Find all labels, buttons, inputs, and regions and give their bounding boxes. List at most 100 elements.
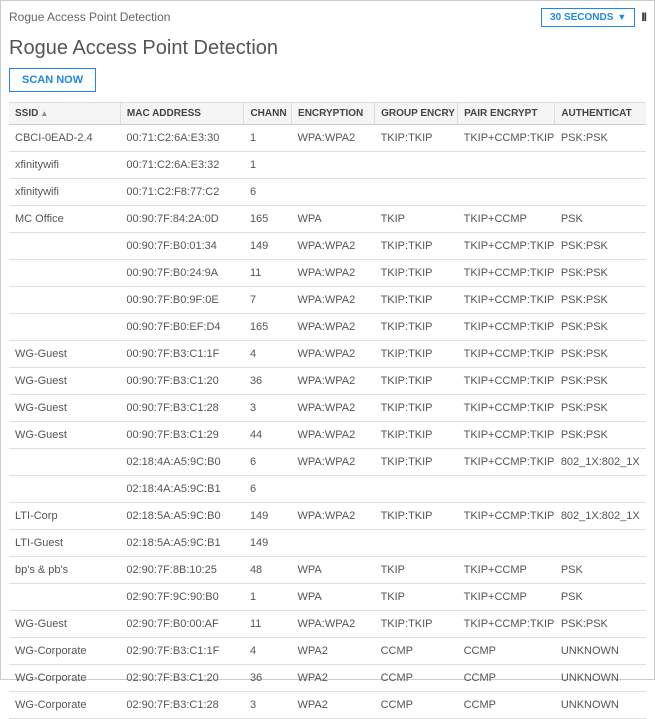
table-row[interactable]: bp's & pb's02:90:7F:8B:10:2548WPATKIPTKI… [9,557,646,584]
cell-chan: 48 [244,557,292,584]
cell-pair: CCMP [458,692,555,719]
cell-chan: 1 [244,152,292,179]
cell-grp [375,152,458,179]
cell-chan: 11 [244,260,292,287]
table-row[interactable]: WG-Guest00:90:7F:B3:C1:2944WPA:WPA2TKIP:… [9,422,646,449]
cell-enc: WPA:WPA2 [292,287,375,314]
cell-grp: CCMP [375,665,458,692]
cell-pair [458,179,555,206]
table-row[interactable]: xfinitywifi00:71:C2:F8:77:C26 [9,179,646,206]
table-row[interactable]: WG-Guest00:90:7F:B3:C1:283WPA:WPA2TKIP:T… [9,395,646,422]
cell-grp: TKIP:TKIP [375,449,458,476]
cell-pair: TKIP+CCMP:TKIP [458,422,555,449]
col-header-enc[interactable]: ENCRYPTION [292,103,375,125]
table-row[interactable]: WG-Guest00:90:7F:B3:C1:1F4WPA:WPA2TKIP:T… [9,341,646,368]
table-row[interactable]: WG-Guest02:90:7F:B0:00:AF11WPA:WPA2TKIP:… [9,611,646,638]
col-header-ssid[interactable]: SSID▲ [9,103,120,125]
cell-enc: WPA:WPA2 [292,503,375,530]
cell-mac: 02:18:4A:A5:9C:B1 [120,476,244,503]
col-header-grp[interactable]: GROUP ENCRY [375,103,458,125]
table-body: CBCI-0EAD-2.400:71:C2:6A:E3:301WPA:WPA2T… [9,125,646,719]
cell-pair: CCMP [458,665,555,692]
cell-auth: PSK:PSK [555,233,646,260]
page-container: Rogue Access Point Detection 30 SECONDS … [0,0,655,680]
table-row[interactable]: 00:90:7F:B0:24:9A11WPA:WPA2TKIP:TKIPTKIP… [9,260,646,287]
results-table-wrap: SSID▲ MAC ADDRESS CHANN ENCRYPTION GROUP… [9,102,646,719]
refresh-interval-button[interactable]: 30 SECONDS ▼ [541,8,635,27]
cell-enc: WPA:WPA2 [292,449,375,476]
cell-chan: 1 [244,584,292,611]
cell-chan: 6 [244,476,292,503]
cell-auth: PSK [555,557,646,584]
cell-enc: WPA:WPA2 [292,125,375,152]
table-row[interactable]: LTI-Guest02:18:5A:A5:9C:B1149 [9,530,646,557]
cell-auth: PSK:PSK [555,341,646,368]
cell-grp: TKIP [375,557,458,584]
col-header-auth[interactable]: AUTHENTICAT [555,103,646,125]
cell-grp: TKIP:TKIP [375,287,458,314]
table-row[interactable]: xfinitywifi00:71:C2:6A:E3:321 [9,152,646,179]
table-row[interactable]: MC Office00:90:7F:84:2A:0D165WPATKIPTKIP… [9,206,646,233]
cell-pair: TKIP+CCMP:TKIP [458,611,555,638]
caret-down-icon: ▼ [617,12,626,22]
cell-enc: WPA:WPA2 [292,611,375,638]
table-row[interactable]: WG-Corporate02:90:7F:B3:C1:283WPA2CCMPCC… [9,692,646,719]
cell-auth: PSK:PSK [555,125,646,152]
cell-ssid: WG-Corporate [9,665,120,692]
cell-enc: WPA2 [292,638,375,665]
cell-mac: 02:90:7F:B3:C1:1F [120,638,244,665]
table-row[interactable]: WG-Corporate02:90:7F:B3:C1:1F4WPA2CCMPCC… [9,638,646,665]
table-row[interactable]: 02:90:7F:9C:90:B01WPATKIPTKIP+CCMPPSK [9,584,646,611]
cell-enc: WPA:WPA2 [292,341,375,368]
cell-grp: CCMP [375,638,458,665]
cell-grp: TKIP:TKIP [375,503,458,530]
cell-auth: UNKNOWN [555,638,646,665]
scan-now-button[interactable]: SCAN NOW [9,68,96,92]
cell-auth: 802_1X:802_1X [555,449,646,476]
cell-mac: 02:90:7F:9C:90:B0 [120,584,244,611]
cell-auth: PSK:PSK [555,287,646,314]
cell-enc: WPA [292,206,375,233]
table-row[interactable]: LTI-Corp02:18:5A:A5:9C:B0149WPA:WPA2TKIP… [9,503,646,530]
cell-grp [375,476,458,503]
cell-auth: PSK:PSK [555,314,646,341]
cell-grp: TKIP:TKIP [375,368,458,395]
table-row[interactable]: 02:18:4A:A5:9C:B06WPA:WPA2TKIP:TKIPTKIP+… [9,449,646,476]
pause-icon[interactable]: II [641,10,646,24]
cell-ssid: WG-Corporate [9,692,120,719]
table-row[interactable]: 00:90:7F:B0:9F:0E7WPA:WPA2TKIP:TKIPTKIP+… [9,287,646,314]
cell-grp: TKIP:TKIP [375,260,458,287]
col-header-mac[interactable]: MAC ADDRESS [120,103,244,125]
cell-grp [375,179,458,206]
cell-pair: TKIP+CCMP:TKIP [458,314,555,341]
cell-pair: TKIP+CCMP:TKIP [458,395,555,422]
cell-enc: WPA [292,584,375,611]
table-row[interactable]: 00:90:7F:B0:EF:D4165WPA:WPA2TKIP:TKIPTKI… [9,314,646,341]
cell-mac: 02:90:7F:B0:00:AF [120,611,244,638]
cell-pair: TKIP+CCMP:TKIP [458,260,555,287]
cell-pair: TKIP+CCMP:TKIP [458,287,555,314]
table-row[interactable]: CBCI-0EAD-2.400:71:C2:6A:E3:301WPA:WPA2T… [9,125,646,152]
table-row[interactable]: WG-Guest00:90:7F:B3:C1:2036WPA:WPA2TKIP:… [9,368,646,395]
cell-enc: WPA:WPA2 [292,368,375,395]
cell-ssid [9,260,120,287]
cell-ssid [9,584,120,611]
cell-enc: WPA:WPA2 [292,260,375,287]
cell-chan: 149 [244,233,292,260]
table-row[interactable]: 00:90:7F:B0:01:34149WPA:WPA2TKIP:TKIPTKI… [9,233,646,260]
col-header-pair[interactable]: PAIR ENCRYPT [458,103,555,125]
table-row[interactable]: WG-Corporate02:90:7F:B3:C1:2036WPA2CCMPC… [9,665,646,692]
cell-ssid: WG-Corporate [9,638,120,665]
cell-ssid: xfinitywifi [9,179,120,206]
table-row[interactable]: 02:18:4A:A5:9C:B16 [9,476,646,503]
top-bar: Rogue Access Point Detection 30 SECONDS … [9,5,646,29]
col-header-chan[interactable]: CHANN [244,103,292,125]
cell-grp: CCMP [375,692,458,719]
cell-mac: 00:90:7F:B3:C1:1F [120,341,244,368]
cell-auth: PSK [555,206,646,233]
cell-ssid: WG-Guest [9,395,120,422]
cell-ssid: WG-Guest [9,611,120,638]
cell-mac: 00:90:7F:B3:C1:20 [120,368,244,395]
cell-ssid: bp's & pb's [9,557,120,584]
cell-mac: 02:18:4A:A5:9C:B0 [120,449,244,476]
